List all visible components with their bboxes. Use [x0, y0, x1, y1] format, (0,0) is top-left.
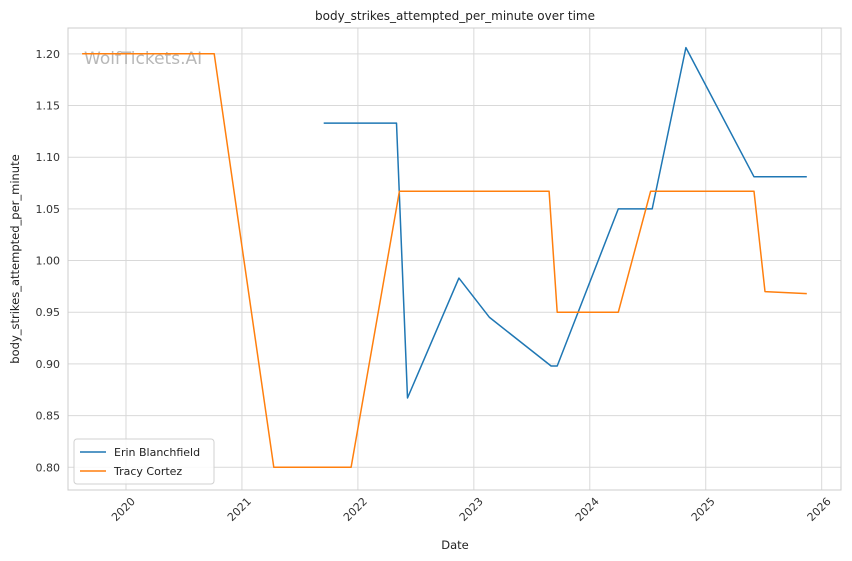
y-tick-label: 0.80 [36, 461, 61, 474]
y-tick-label: 1.10 [36, 151, 61, 164]
y-tick-label: 1.15 [36, 100, 61, 113]
chart-title: body_strikes_attempted_per_minute over t… [315, 9, 595, 23]
y-tick-label: 0.95 [36, 306, 61, 319]
y-axis-label: body_strikes_attempted_per_minute [8, 154, 22, 363]
series-line [82, 53, 807, 469]
series-line [323, 46, 807, 399]
y-tick-label: 1.00 [36, 255, 61, 268]
series-lines [82, 46, 807, 469]
plot-frame [67, 27, 842, 491]
y-tick-label: 1.05 [36, 203, 61, 216]
legend: Erin Blanchfield Tracy Cortez [73, 438, 215, 485]
x-tick-label: 2026 [805, 495, 834, 524]
y-tick-label: 0.90 [36, 358, 61, 371]
grid [68, 28, 841, 490]
x-tick-label: 2020 [109, 495, 138, 524]
y-tick-label: 1.20 [36, 48, 61, 61]
x-tick-label: 2025 [689, 495, 718, 524]
watermark: WolfTickets.AI [84, 49, 202, 69]
x-tick-label: 2024 [573, 495, 602, 524]
x-tick-label: 2022 [341, 495, 370, 524]
y-tick-label: 0.85 [36, 410, 61, 423]
x-axis-label: Date [441, 538, 469, 552]
legend-box [73, 438, 215, 485]
x-tick-label: 2023 [457, 495, 486, 524]
legend-label: Erin Blanchfield [114, 446, 200, 459]
x-tick-label: 2021 [225, 495, 254, 524]
legend-label: Tracy Cortez [113, 465, 182, 478]
